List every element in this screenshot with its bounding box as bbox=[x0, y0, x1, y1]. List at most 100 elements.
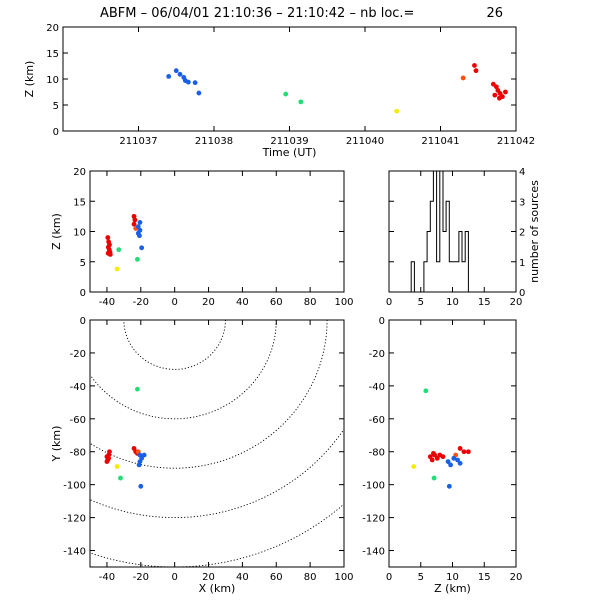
x-height-frame bbox=[89, 170, 345, 293]
data-point bbox=[394, 108, 400, 114]
y-tick-label: -140 bbox=[362, 547, 385, 558]
x-tick-label: 211042 bbox=[497, 136, 535, 147]
y-tick-label: 10 bbox=[73, 228, 86, 239]
x-tick-label: 15 bbox=[478, 572, 491, 583]
data-point bbox=[118, 475, 123, 481]
data-point bbox=[472, 63, 477, 68]
data-point bbox=[434, 455, 440, 461]
x-axis-label: Time (UT) bbox=[262, 146, 317, 159]
chart-title: ABFM – 06/04/01 21:10:36 – 21:10:42 – nb… bbox=[100, 6, 414, 21]
x-tick-label: 60 bbox=[270, 572, 283, 583]
time-height-points bbox=[166, 63, 508, 114]
y-tick-label: -20 bbox=[369, 349, 385, 360]
histogram-line bbox=[410, 170, 469, 293]
source-count: 26 bbox=[486, 6, 503, 21]
data-point bbox=[136, 462, 142, 468]
y-tick-label: 0 bbox=[80, 288, 86, 299]
data-point bbox=[192, 80, 198, 86]
y-tick-label: -100 bbox=[63, 481, 86, 492]
range-ring bbox=[90, 428, 344, 518]
data-point bbox=[135, 256, 140, 262]
data-point bbox=[196, 90, 202, 96]
data-point bbox=[283, 91, 289, 97]
y-tick-label: -120 bbox=[362, 514, 385, 525]
x-tick-label: -40 bbox=[99, 297, 115, 308]
x-tick-label: -20 bbox=[133, 572, 149, 583]
histogram-frame bbox=[388, 170, 517, 293]
x-tick-label: 211039 bbox=[270, 136, 308, 147]
data-point bbox=[114, 464, 120, 469]
plan-view-frame bbox=[89, 319, 345, 568]
y-axis-label: Z (km) bbox=[50, 213, 63, 250]
y-tick-label: -60 bbox=[70, 415, 86, 426]
x-tick-label: 5 bbox=[418, 572, 424, 583]
data-point bbox=[423, 388, 429, 394]
data-point bbox=[137, 233, 142, 239]
x-tick-label: 20 bbox=[510, 297, 523, 308]
data-point bbox=[141, 452, 147, 458]
x-tick-label: 20 bbox=[202, 572, 215, 583]
y-tick-label: 0 bbox=[379, 316, 385, 327]
data-point bbox=[105, 235, 111, 240]
y-axis-label: number of sources bbox=[528, 180, 541, 283]
data-point bbox=[107, 449, 112, 455]
y-tick-label: 1 bbox=[519, 258, 525, 269]
x-tick-label: 80 bbox=[304, 297, 317, 308]
y-tick-label: 15 bbox=[46, 49, 59, 60]
x-tick-label: 100 bbox=[334, 297, 353, 308]
y-tick-label: -100 bbox=[362, 481, 385, 492]
data-point bbox=[465, 449, 471, 455]
y-tick-label: 4 bbox=[519, 167, 525, 178]
x-tick-label: 100 bbox=[334, 572, 353, 583]
data-point bbox=[177, 71, 183, 77]
x-tick-label: 0 bbox=[386, 572, 392, 583]
y-tick-label: 5 bbox=[80, 258, 86, 269]
data-point bbox=[457, 446, 463, 451]
data-point bbox=[411, 464, 417, 469]
y-tick-label: -80 bbox=[369, 448, 385, 459]
range-ring bbox=[90, 320, 277, 420]
data-point bbox=[496, 95, 502, 101]
plan-view-points bbox=[104, 386, 147, 489]
x-tick-label: 10 bbox=[446, 572, 459, 583]
y-tick-label: 20 bbox=[46, 23, 59, 34]
x-tick-label: 15 bbox=[478, 297, 491, 308]
y-tick-label: -120 bbox=[63, 514, 86, 525]
y-tick-label: -80 bbox=[70, 448, 86, 459]
y-tick-label: -140 bbox=[63, 547, 86, 558]
x-tick-label: 10 bbox=[446, 297, 459, 308]
x-tick-label: 40 bbox=[236, 572, 249, 583]
z-y-frame bbox=[388, 319, 517, 568]
y-tick-label: 20 bbox=[73, 167, 86, 178]
data-point bbox=[461, 449, 467, 455]
data-point bbox=[446, 483, 452, 489]
data-point bbox=[431, 450, 436, 456]
data-point bbox=[135, 386, 140, 392]
data-point bbox=[131, 221, 137, 227]
x-height-points bbox=[105, 213, 145, 272]
data-point bbox=[173, 68, 179, 74]
x-tick-label: 80 bbox=[304, 572, 317, 583]
x-tick-label: 211041 bbox=[421, 136, 459, 147]
time-height-frame bbox=[62, 26, 517, 132]
data-point bbox=[107, 252, 113, 257]
y-tick-label: 0 bbox=[80, 316, 86, 327]
data-point bbox=[298, 99, 304, 105]
plot-panels: 211037 211038 211039 211040 211041 2110420510… bbox=[23, 23, 541, 595]
data-point bbox=[429, 457, 435, 463]
data-point bbox=[132, 217, 138, 223]
x-tick-label: 20 bbox=[510, 572, 523, 583]
z-y-points bbox=[411, 388, 471, 489]
x-tick-label: 211040 bbox=[346, 136, 384, 147]
x-tick-label: 0 bbox=[386, 297, 392, 308]
x-tick-label: -40 bbox=[99, 572, 115, 583]
y-axis-label: Y (km) bbox=[50, 426, 63, 463]
x-tick-label: 60 bbox=[270, 297, 283, 308]
data-point bbox=[451, 455, 457, 461]
time-height-axes: 211037 211038 211039 211040 211041 211042 0 5 10… bbox=[23, 23, 535, 159]
x-tick-label: 40 bbox=[236, 297, 249, 308]
plan-view-axes: -40 -20 0 20 40 60 80 100 -140 -120 -100 -80 -60 -40 -… bbox=[50, 316, 354, 595]
x-tick-label: 5 bbox=[418, 297, 424, 308]
y-axis-label: Z (km) bbox=[23, 61, 36, 98]
